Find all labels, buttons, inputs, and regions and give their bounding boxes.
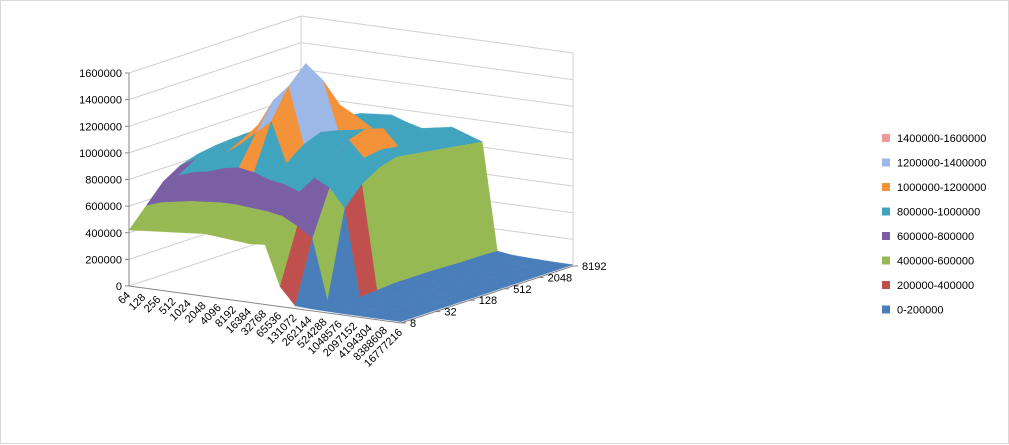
- z-tick-label: 0: [116, 281, 122, 293]
- z-axis: 0 200000 400000 600000 800000 1000000 1200000 1…: [79, 68, 130, 293]
- legend-label: 800000-1000000: [897, 207, 980, 219]
- depth-tick-label: 8: [410, 318, 416, 330]
- legend-swatch: [882, 207, 890, 216]
- z-tick-label: 1400000: [79, 95, 122, 107]
- legend-label: 1400000-1600000: [897, 133, 986, 145]
- legend-label: 600000-800000: [897, 231, 974, 243]
- gridline: [128, 15, 574, 74]
- legend-swatch: [882, 256, 890, 265]
- z-tick-label: 1600000: [79, 68, 122, 80]
- legend-swatch: [882, 281, 890, 289]
- legend-swatch: [882, 305, 890, 314]
- z-tick-label: 600000: [85, 201, 122, 213]
- z-tick-label: 800000: [85, 175, 122, 187]
- depth-tick-label: 512: [513, 284, 531, 296]
- legend: 1400000-1600000 1200000-1400000 1000000-12…: [882, 133, 986, 317]
- surface-cell: [385, 313, 419, 323]
- legend-swatch: [882, 183, 890, 191]
- legend-label: 0-200000: [897, 305, 944, 317]
- legend-swatch: [882, 158, 890, 167]
- legend-label: 200000-400000: [897, 280, 974, 292]
- depth-tick-label: 32: [444, 307, 456, 319]
- z-tick-label: 400000: [85, 228, 122, 240]
- surface-plot: [128, 62, 574, 323]
- legend-swatch: [882, 134, 890, 142]
- legend-label: 1200000-1400000: [897, 158, 986, 170]
- legend-swatch: [882, 232, 890, 240]
- depth-tick-label: 8192: [582, 261, 606, 273]
- z-tick-label: 200000: [85, 254, 122, 266]
- legend-label: 1000000-1200000: [897, 182, 986, 194]
- depth-axis: 8 32 128 512 2048 8192: [400, 261, 606, 330]
- depth-axis-line: [400, 265, 574, 324]
- z-tick-label: 1200000: [79, 121, 122, 133]
- legend-label: 400000-600000: [897, 256, 974, 268]
- depth-tick-label: 128: [479, 295, 497, 307]
- z-tick-label: 1000000: [79, 148, 122, 160]
- depth-tick-label: 2048: [548, 272, 572, 284]
- x-axis-line: [128, 285, 402, 324]
